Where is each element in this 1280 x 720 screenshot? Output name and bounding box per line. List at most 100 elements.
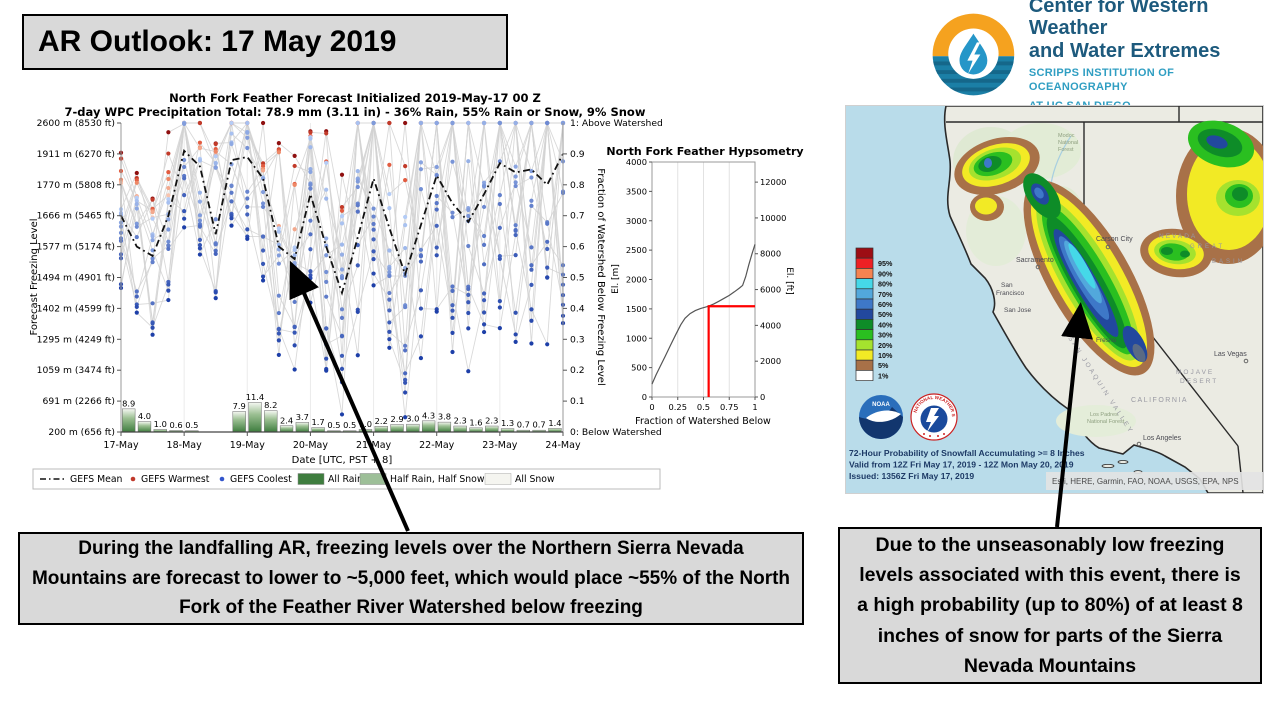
gefs-cool-dot	[387, 290, 392, 296]
legend-gefs-warmest: GEFS Warmest	[141, 474, 210, 485]
gefs-cool-dot	[529, 245, 534, 250]
map-legend-label: 90%	[878, 269, 893, 278]
map-caption-line: Issued: 1356Z Fri May 17, 2019	[849, 471, 974, 481]
gefs-cool-dot	[497, 225, 502, 231]
gefs-cool-dot	[450, 210, 455, 215]
gefs-cool-dot	[355, 203, 360, 208]
gefs-cool-dot	[545, 265, 550, 270]
gefs-cool-dot	[166, 282, 171, 287]
gefs-cool-dot	[497, 120, 502, 126]
gefs-cool-dot	[418, 254, 424, 259]
gefs-cool-dot	[403, 223, 408, 228]
map-caption-line: 72-Hour Probability of Snowfall Accumula…	[849, 448, 1085, 458]
gefs-cool-dot	[213, 161, 218, 166]
chart-subtitle: 7-day WPC Precipitation Total: 78.9 mm (…	[65, 105, 646, 119]
place-label: NEVADA	[1159, 233, 1197, 240]
map-legend-label: 70%	[878, 290, 893, 299]
callout-left-text: During the landfalling AR, freezing leve…	[31, 538, 791, 619]
map-legend-swatch	[855, 329, 874, 341]
gefs-cool-dot	[403, 304, 408, 310]
city-dot	[1243, 358, 1249, 364]
legend-gefs-coolest: GEFS Coolest	[230, 474, 292, 485]
gefs-cool-dot	[418, 355, 424, 361]
gefs-cool-dot	[434, 207, 439, 212]
gefs-cool-dot	[339, 214, 345, 219]
gefs-cool-dot	[403, 371, 408, 376]
gefs-cool-dot	[466, 213, 471, 219]
gefs-cool-dot	[245, 189, 250, 194]
freezing-level-tick: 1770 m (5808 ft)	[37, 180, 115, 191]
gefs-warm-dot	[292, 163, 297, 169]
map-legend-swatch	[855, 247, 874, 259]
gefs-cool-dot	[387, 206, 392, 211]
gefs-cool-dot	[245, 212, 250, 217]
gefs-cool-dot	[513, 232, 518, 238]
precip-bar	[437, 421, 452, 433]
gefs-cool-dot	[197, 199, 203, 204]
gefs-cool-dot	[324, 356, 329, 361]
above-watershed-label: 1: Above Watershed	[570, 118, 663, 129]
gefs-cool-dot	[529, 341, 534, 346]
gefs-cool-dot	[324, 187, 329, 192]
gefs-cool-dot	[339, 307, 345, 312]
gefs-cool-dot	[339, 267, 345, 272]
hypso-m-tick: 0	[642, 392, 647, 402]
attribution-box	[1046, 472, 1263, 490]
precip-bar-label: 2.9	[390, 414, 403, 424]
ylabel-right: Fraction of Watershed Below Freezing Lev…	[595, 168, 606, 385]
gefs-cool-dot	[481, 262, 487, 267]
city-dot	[1105, 244, 1111, 250]
org-name-line2: and Water Extremes	[1028, 39, 1221, 62]
freezing-level-tick: 1059 m (3474 ft)	[37, 365, 115, 376]
precip-bar-label: 0.5	[185, 420, 198, 430]
map-legend-swatch	[855, 298, 874, 310]
precip-bar-label: 0.7	[517, 420, 530, 430]
gefs-cool-dot	[213, 295, 218, 301]
gefs-cool-dot	[355, 209, 360, 214]
freezing-level-tick: 1295 m (4249 ft)	[37, 334, 115, 345]
gefs-cool-dot	[545, 120, 550, 126]
gefs-warm-dot	[339, 208, 345, 213]
gefs-cool-dot	[229, 131, 234, 136]
gefs-cool-dot	[371, 271, 376, 276]
gefs-warm-dot	[197, 140, 203, 145]
gefs-cool-dot	[529, 307, 534, 312]
gefs-cool-dot	[513, 223, 518, 228]
precip-bar	[469, 427, 483, 433]
gefs-cool-dot	[450, 303, 455, 308]
gefs-cool-dot	[292, 264, 297, 269]
gefs-cool-dot	[434, 223, 439, 228]
map-legend-label: 1%	[878, 371, 889, 380]
freezing-level-tick: 1666 m (5465 ft)	[37, 211, 115, 222]
hypso-m-tick: 2000	[626, 275, 647, 285]
gefs-cool-dot	[197, 252, 203, 257]
gefs-cool-dot	[513, 174, 518, 179]
gefs-cool-dot	[134, 221, 139, 226]
gefs-cool-dot	[545, 275, 550, 280]
gefs-cool-dot	[481, 329, 487, 335]
place-label: Forest	[1058, 147, 1074, 153]
gefs-cool-dot	[229, 216, 234, 221]
gefs-cool-dot	[260, 204, 266, 209]
gefs-cool-dot	[387, 248, 392, 253]
gefs-cool-dot	[481, 322, 487, 327]
gefs-cool-dot	[245, 236, 250, 241]
gefs-cool-dot	[355, 120, 360, 126]
gefs-cool-dot	[481, 233, 487, 239]
gefs-cool-dot	[229, 223, 234, 228]
precip-bar-label: 2.2	[375, 416, 388, 426]
gefs-warm-dot	[403, 120, 408, 126]
gefs-cool-dot	[276, 229, 281, 234]
hypso-ft-tick: 4000	[760, 320, 781, 330]
lightning-bolt-icon	[967, 41, 981, 74]
gefs-cool-dot	[387, 297, 392, 302]
date-tick: 24-May	[545, 440, 581, 451]
island	[1117, 460, 1129, 464]
org-sub-line1: SCRIPPS INSTITUTION OF OCEANOGRAPHY	[1028, 67, 1175, 94]
gefs-cool-dot	[260, 278, 266, 283]
map-attribution: Esri, HERE, Garmin, FAO, NOAA, USGS, EPA…	[1052, 477, 1239, 486]
gefs-cool-dot	[513, 228, 518, 233]
hypso-x-tick: 0.25	[669, 402, 687, 412]
gefs-cool-dot	[245, 120, 250, 126]
gefs-cool-dot	[134, 234, 139, 240]
